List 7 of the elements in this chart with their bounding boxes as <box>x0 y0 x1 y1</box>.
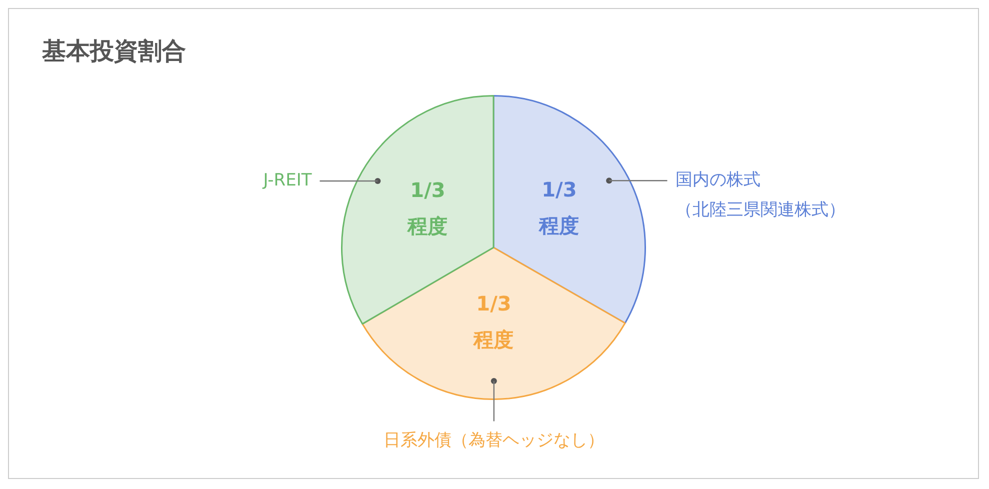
chart-title: 基本投資割合 <box>42 36 186 67</box>
slice-label: J-REIT <box>262 170 312 190</box>
data-label: 1/3 程度 <box>538 178 580 238</box>
data-label: 1/3 程度 <box>472 292 514 352</box>
slice-label: 日系外債（為替ヘッジなし） <box>383 430 604 451</box>
data-label: 1/3 程度 <box>406 178 448 238</box>
slice-label: 国内の株式（北陸三県関連株式） <box>675 170 846 220</box>
